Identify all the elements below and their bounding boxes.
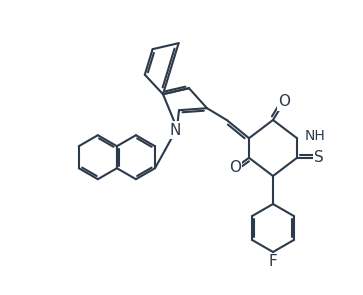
- Text: O: O: [278, 94, 290, 109]
- Text: N: N: [169, 123, 181, 138]
- Text: F: F: [269, 255, 277, 270]
- Text: O: O: [229, 160, 241, 175]
- Text: S: S: [314, 150, 324, 165]
- Text: NH: NH: [305, 129, 326, 143]
